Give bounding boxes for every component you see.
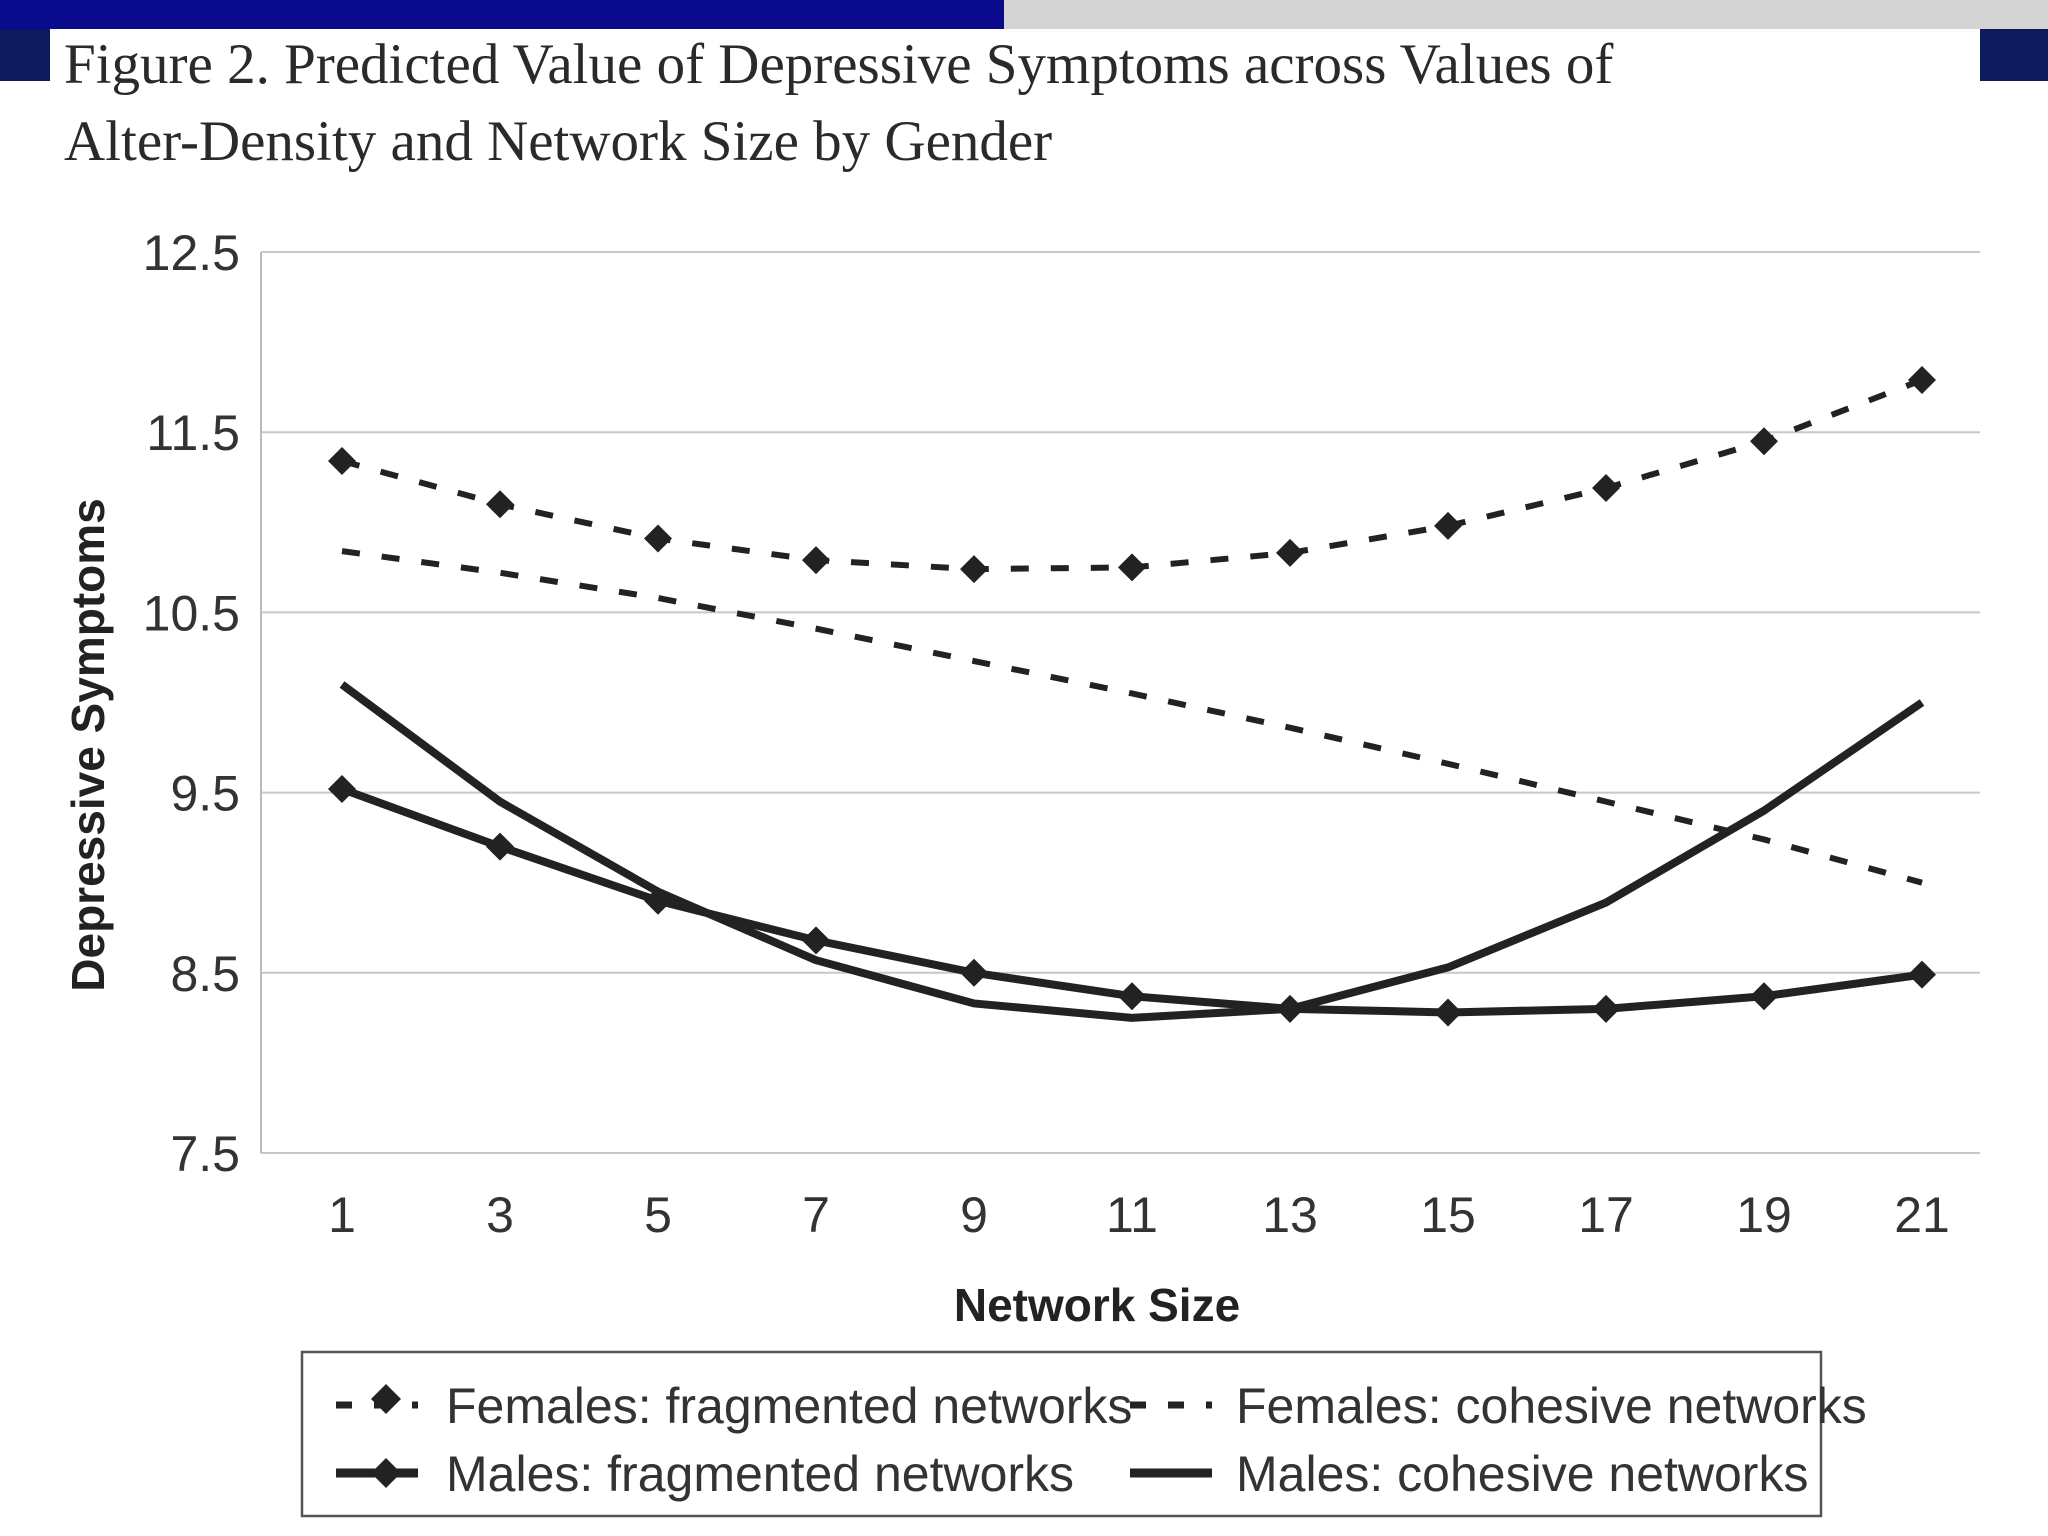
data-point-marker — [802, 926, 830, 955]
gridlines — [261, 251, 1980, 1154]
x-tick-label: 19 — [1736, 1187, 1792, 1243]
legend-item-4: Males: cohesive networks — [1130, 1446, 1808, 1502]
y-tick-label: 8.5 — [170, 946, 240, 1002]
x-tick-label: 7 — [802, 1187, 830, 1243]
y-tick-label: 7.5 — [170, 1126, 240, 1182]
data-point-marker — [328, 774, 356, 803]
x-tick-label: 15 — [1420, 1187, 1476, 1243]
data-point-marker — [1434, 511, 1462, 540]
x-axis-title: Network Size — [954, 1279, 1240, 1331]
series-line — [339, 681, 1925, 1022]
legend: Females: fragmented networks Females: coh… — [336, 1378, 1867, 1502]
x-tick-label: 21 — [1894, 1187, 1950, 1243]
y-tick-labels: 12.5 11.5 10.5 9.5 8.5 7.5 — [143, 225, 240, 1182]
slide-corner-left — [0, 29, 50, 81]
data-point-marker — [960, 958, 988, 987]
x-tick-label: 11 — [1106, 1187, 1158, 1243]
x-tick-label: 9 — [960, 1187, 988, 1243]
data-point-marker — [328, 447, 356, 476]
data-point-marker — [960, 555, 988, 584]
data-point-marker — [486, 832, 514, 861]
legend-swatch-marker — [371, 1384, 401, 1414]
y-tick-label: 12.5 — [143, 225, 240, 281]
data-point-marker — [1750, 427, 1778, 456]
data-point-marker — [1908, 960, 1936, 989]
data-point-marker — [1592, 994, 1620, 1023]
legend-box — [300, 1350, 1823, 1518]
series-1 — [328, 365, 1936, 584]
data-point-marker — [486, 490, 514, 519]
x-tick-label: 17 — [1578, 1187, 1634, 1243]
x-tick-label: 1 — [328, 1187, 356, 1243]
x-tick-label: 13 — [1262, 1187, 1318, 1243]
series-4 — [339, 681, 1925, 1022]
y-tick-label: 9.5 — [170, 766, 240, 822]
x-tick-labels: 1 3 5 7 9 11 13 15 17 19 21 — [328, 1187, 1950, 1243]
y-axis-title: Depressive Symptoms — [62, 498, 114, 991]
data-point-marker — [1118, 553, 1146, 582]
legend-swatch-marker — [371, 1458, 401, 1488]
data-point-marker — [1276, 538, 1304, 567]
data-point-marker — [802, 546, 830, 575]
data-point-marker — [1592, 474, 1620, 503]
x-tick-label: 5 — [644, 1187, 672, 1243]
series-2 — [341, 548, 1923, 886]
legend-item-1: Females: fragmented networks — [336, 1378, 1132, 1434]
y-tick-label: 11.5 — [146, 405, 240, 461]
series-layer — [328, 365, 1936, 1027]
figure-title: Figure 2. Predicted Value of Depressive … — [64, 33, 1614, 173]
slide-top-bar-accent — [0, 0, 1004, 29]
slide-corner-right — [1980, 29, 2048, 81]
data-point-marker — [1434, 998, 1462, 1027]
legend-item-2: Females: cohesive networks — [1130, 1378, 1867, 1434]
legend-label: Females: fragmented networks — [446, 1378, 1132, 1434]
data-point-marker — [1750, 982, 1778, 1011]
data-point-marker — [1908, 365, 1936, 394]
series-line — [341, 377, 1924, 573]
series-3 — [328, 774, 1936, 1027]
legend-label: Males: fragmented networks — [446, 1446, 1074, 1502]
slide-top-bar-gray — [1004, 0, 2048, 29]
legend-label: Females: cohesive networks — [1236, 1378, 1867, 1434]
data-point-marker — [644, 524, 672, 553]
x-tick-label: 3 — [486, 1187, 514, 1243]
series-line — [341, 548, 1923, 886]
legend-item-3: Males: fragmented networks — [336, 1446, 1074, 1502]
y-tick-label: 10.5 — [143, 585, 240, 641]
legend-label: Males: cohesive networks — [1236, 1446, 1808, 1502]
data-point-marker — [1118, 982, 1146, 1011]
